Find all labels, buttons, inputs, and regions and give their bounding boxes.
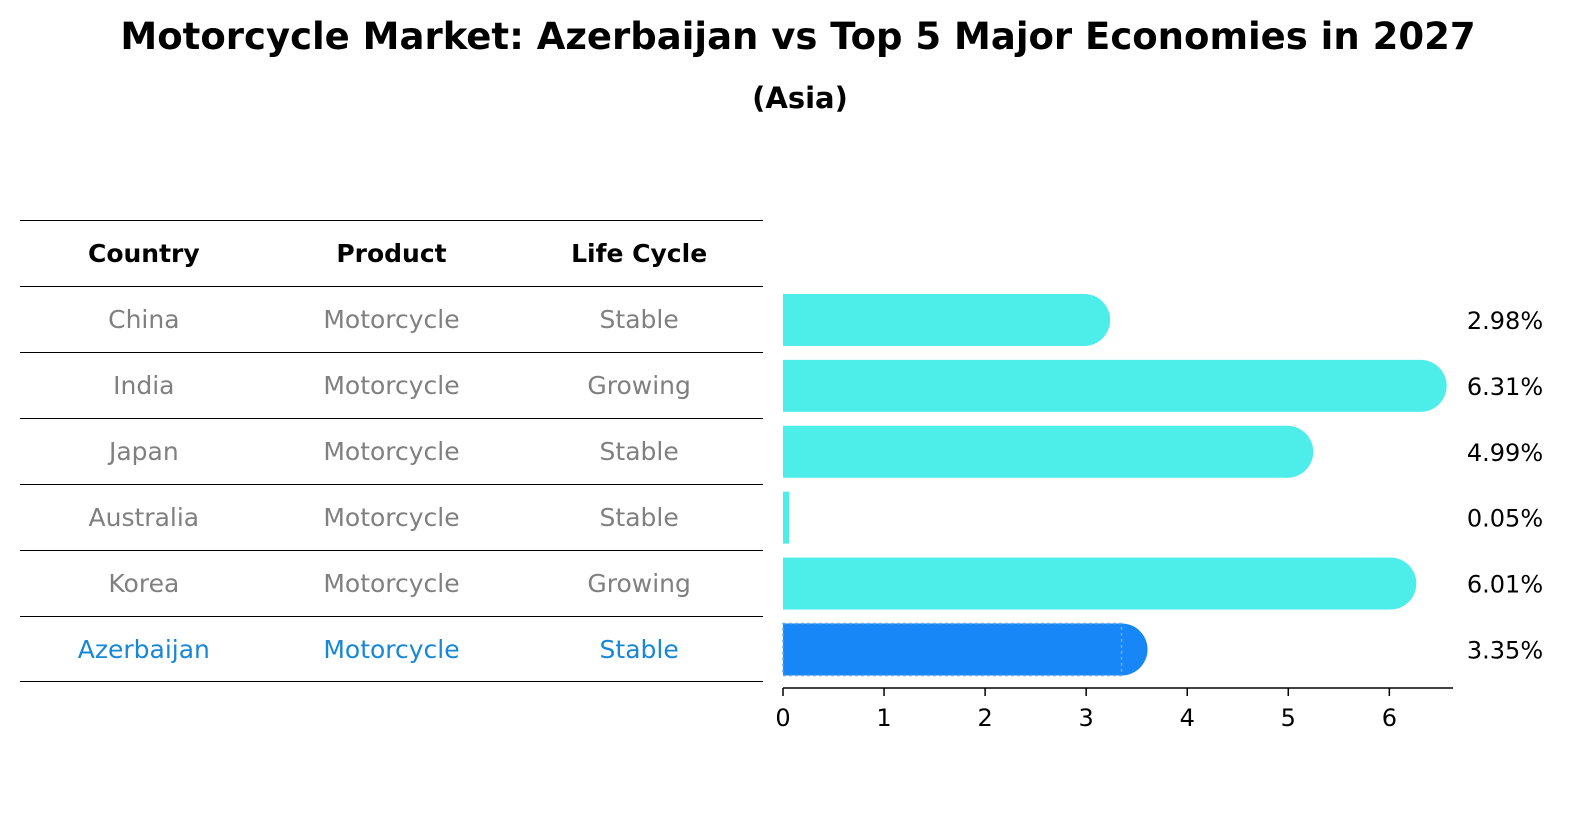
cell-life-cycle: Stable	[599, 305, 679, 334]
header-life-cycle: Life Cycle	[571, 239, 708, 268]
x-tick-label: 6	[1382, 704, 1397, 732]
x-tick-label: 5	[1281, 704, 1296, 732]
bar-azerbaijan	[782, 622, 1148, 677]
cell-product: Motorcycle	[323, 437, 460, 466]
cell-country: Azerbaijan	[77, 634, 210, 664]
x-tick-label: 2	[977, 704, 992, 732]
table-row: China Motorcycle Stable	[20, 286, 763, 352]
x-tick-label: 0	[775, 704, 790, 732]
x-tick-label: 1	[876, 704, 891, 732]
table-row-highlight: Azerbaijan Motorcycle Stable	[20, 616, 763, 682]
value-label: 3.35%	[1467, 636, 1543, 664]
table-row: Australia Motorcycle Stable	[20, 484, 763, 550]
x-tick-label: 3	[1079, 704, 1094, 732]
chart-title: Motorcycle Market: Azerbaijan vs Top 5 M…	[120, 15, 1476, 58]
cell-country: Australia	[88, 503, 200, 532]
cell-life-cycle: Growing	[587, 371, 691, 400]
value-label: 6.01%	[1467, 571, 1543, 599]
value-label: 6.31%	[1467, 373, 1543, 401]
header-product: Product	[336, 239, 447, 268]
bar-india	[783, 359, 1447, 412]
bar-china	[783, 293, 1111, 346]
table-row: Japan Motorcycle Stable	[20, 418, 763, 484]
cell-product: Motorcycle	[323, 305, 460, 334]
table-row: Korea Motorcycle Growing	[20, 550, 763, 616]
bar-japan	[783, 425, 1314, 478]
table-header-row: Country Product Life Cycle	[20, 220, 763, 286]
header-country: Country	[87, 239, 200, 268]
cell-product: Motorcycle	[323, 371, 460, 400]
cell-country: China	[108, 305, 180, 334]
cell-country: India	[113, 371, 175, 400]
bar-australia	[783, 491, 789, 544]
cell-life-cycle: Stable	[599, 437, 679, 466]
cell-life-cycle: Stable	[599, 503, 679, 532]
cell-country: Korea	[108, 569, 180, 598]
value-label: 2.98%	[1467, 307, 1543, 335]
cell-product: Motorcycle	[323, 503, 460, 532]
cell-product: Motorcycle	[323, 569, 460, 598]
value-label: 0.05%	[1467, 505, 1543, 533]
cell-country: Japan	[108, 437, 179, 466]
chart-subtitle: (Asia)	[752, 81, 848, 115]
data-table: Country Product Life Cycle China Motorcy…	[20, 220, 763, 682]
x-tick-label: 4	[1180, 704, 1195, 732]
cell-life-cycle: Stable	[599, 634, 679, 664]
cell-life-cycle: Growing	[587, 569, 691, 598]
bar-korea	[783, 557, 1417, 610]
value-label: 4.99%	[1467, 439, 1543, 467]
table-row: India Motorcycle Growing	[20, 352, 763, 418]
cell-product: Motorcycle	[323, 634, 460, 664]
